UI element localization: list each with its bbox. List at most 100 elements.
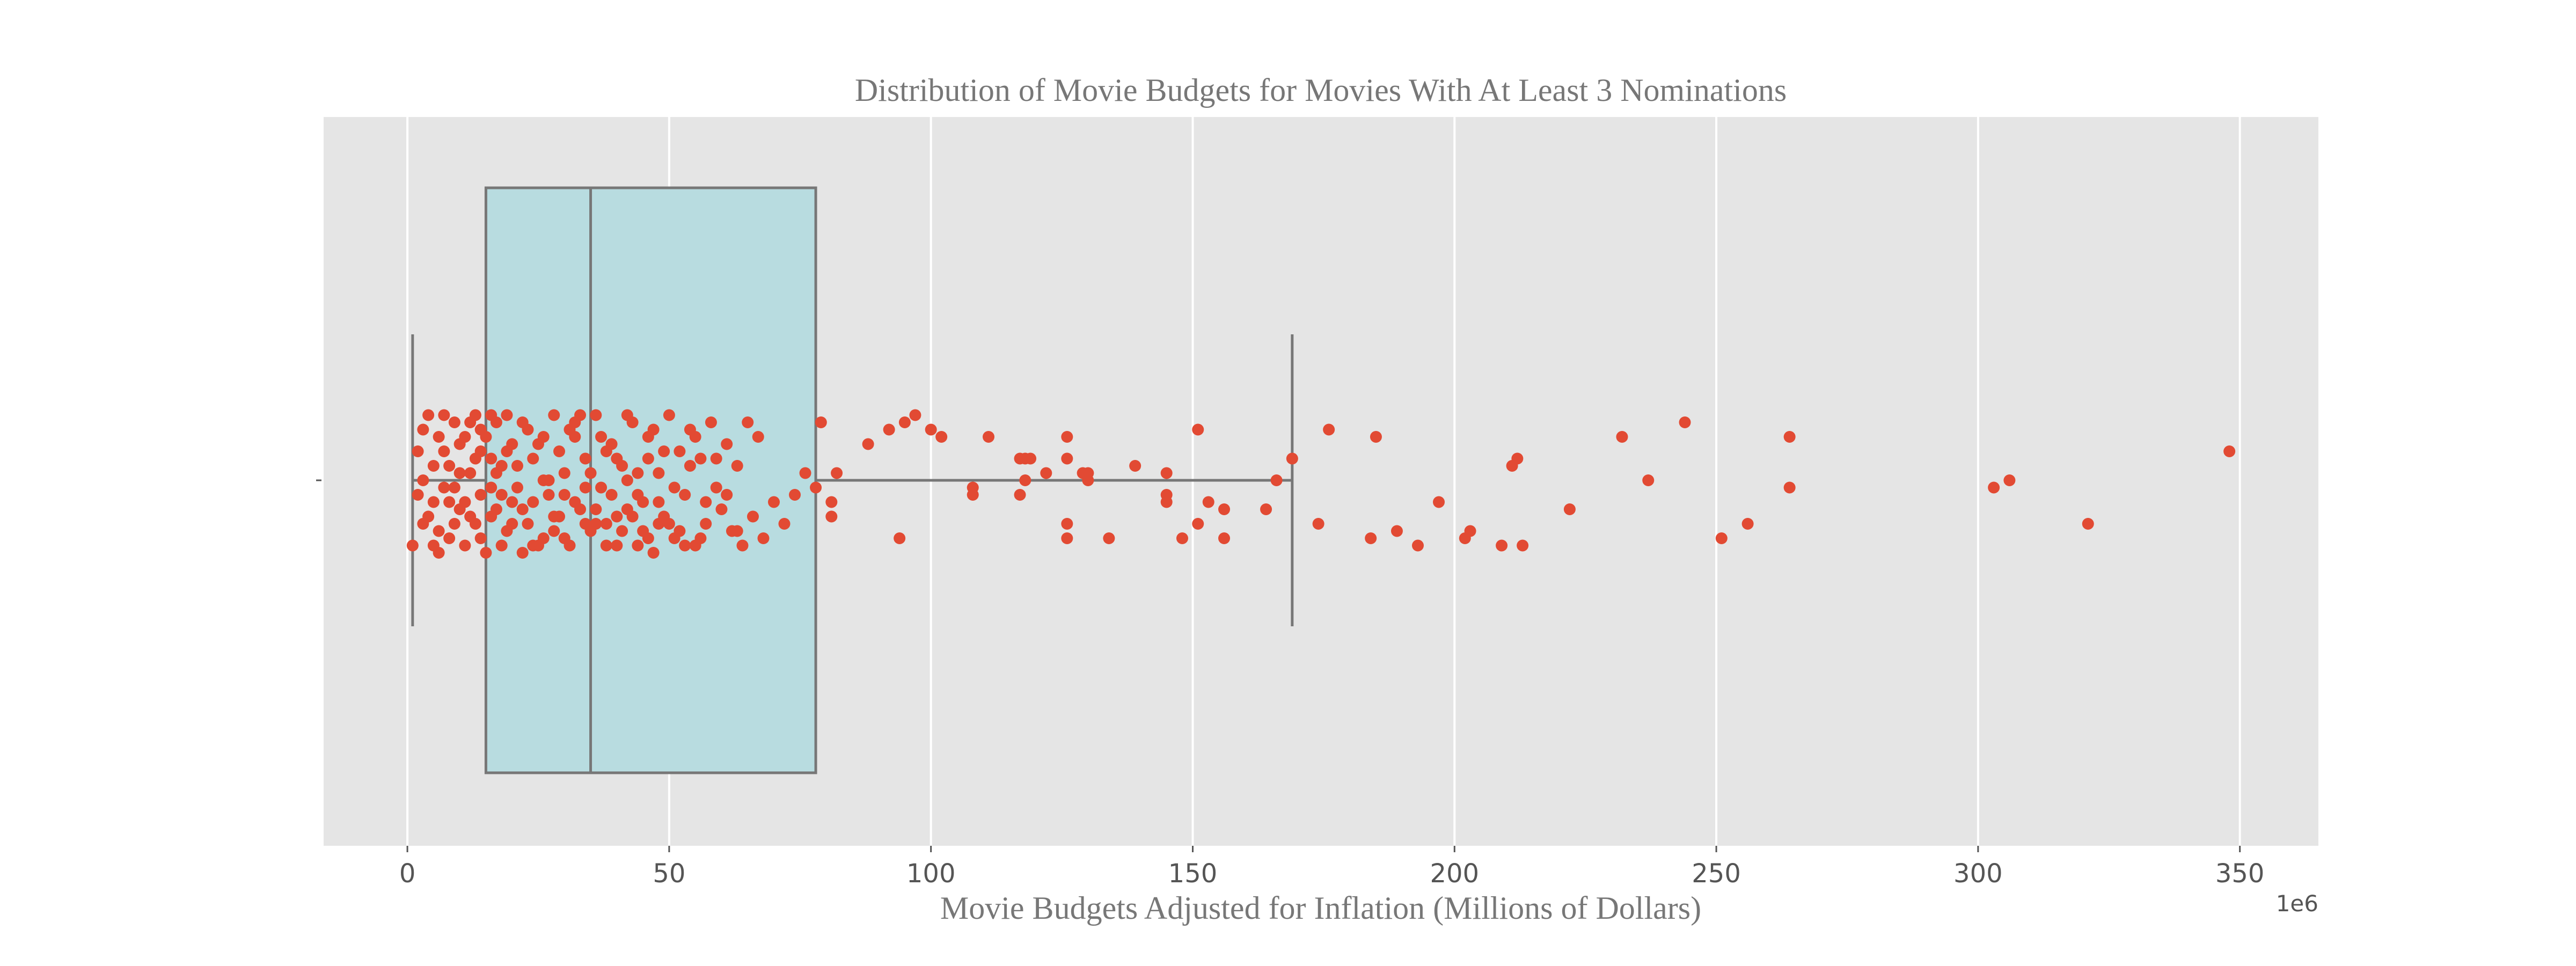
x-tick-label: 150 [1168, 859, 1218, 889]
data-point [412, 445, 424, 457]
chart-title: Distribution of Movie Budgets for Movies… [855, 72, 1787, 108]
data-point [522, 518, 534, 530]
data-point [1286, 452, 1298, 465]
data-point [537, 431, 550, 443]
data-point [1160, 467, 1173, 479]
data-point [721, 489, 733, 501]
data-point [474, 532, 487, 544]
data-point [894, 532, 906, 544]
data-point [700, 496, 712, 508]
data-point [1129, 460, 1141, 472]
data-point [417, 423, 429, 436]
data-point [1160, 489, 1173, 501]
x-axis-ticks: 0 50 100 150 200 250 300 350 [399, 846, 2264, 889]
data-point [527, 452, 539, 465]
x-tick-label: 250 [1692, 859, 1741, 889]
data-point [731, 525, 743, 537]
data-point [658, 445, 670, 457]
data-point [548, 525, 560, 537]
data-point [558, 467, 570, 479]
data-point [459, 431, 471, 443]
data-point [825, 510, 838, 523]
data-point [642, 532, 654, 544]
data-point [553, 445, 566, 457]
data-point [715, 503, 728, 515]
data-point [1019, 474, 1031, 486]
data-point [621, 474, 633, 486]
data-point [2223, 445, 2236, 457]
data-point [427, 460, 440, 472]
data-point [448, 481, 460, 494]
x-axis-label: Movie Budgets Adjusted for Inflation (Mi… [940, 890, 1701, 926]
data-point [616, 525, 628, 537]
axis-offset-label: 1e6 [2276, 890, 2318, 917]
data-point [590, 518, 602, 530]
data-point [443, 532, 456, 544]
data-point [909, 409, 921, 421]
data-point [898, 416, 911, 428]
data-point [579, 452, 591, 465]
data-point [501, 409, 513, 421]
data-point [584, 467, 597, 479]
data-point [1517, 539, 1529, 552]
data-point [427, 539, 440, 552]
data-point [537, 474, 550, 486]
data-point [1061, 532, 1073, 544]
data-point [548, 510, 560, 523]
data-point [611, 510, 623, 523]
data-point [453, 467, 466, 479]
data-point [543, 489, 555, 501]
data-point [1679, 416, 1691, 428]
data-point [595, 481, 608, 494]
data-point [595, 431, 608, 443]
data-point [1496, 539, 1508, 552]
data-point [516, 547, 529, 559]
data-point [600, 518, 612, 530]
x-tick-label: 200 [1430, 859, 1479, 889]
data-point [1616, 431, 1628, 443]
data-point [642, 452, 654, 465]
data-point [590, 503, 602, 515]
data-point [768, 496, 780, 508]
data-point [443, 460, 456, 472]
data-point [438, 481, 450, 494]
data-point [1715, 532, 1728, 544]
data-point [1365, 532, 1377, 544]
data-point [1061, 452, 1073, 465]
data-point [742, 416, 754, 428]
data-point [422, 409, 435, 421]
data-point [1391, 525, 1403, 537]
data-point [2082, 518, 2094, 530]
x-tick-label: 0 [399, 859, 416, 889]
data-point [1411, 539, 1424, 552]
data-point [799, 467, 811, 479]
data-point [721, 438, 733, 450]
data-point [632, 539, 644, 552]
data-point [558, 489, 570, 501]
data-point [679, 539, 691, 552]
data-point [485, 452, 497, 465]
data-point [1192, 423, 1204, 436]
data-point [731, 460, 743, 472]
data-point [710, 452, 722, 465]
data-point [700, 518, 712, 530]
data-point [778, 518, 791, 530]
data-point [611, 452, 623, 465]
data-point [406, 539, 419, 552]
data-point [459, 496, 471, 508]
data-point [1323, 423, 1335, 436]
data-point [689, 431, 701, 443]
data-point [1783, 481, 1796, 494]
data-point [647, 547, 660, 559]
data-point [1783, 431, 1796, 443]
data-point [448, 518, 460, 530]
data-point [637, 496, 649, 508]
data-point [501, 525, 513, 537]
data-point [663, 518, 675, 530]
data-point [516, 416, 529, 428]
data-point [621, 409, 633, 421]
data-point [757, 532, 770, 544]
data-point [490, 503, 502, 515]
data-point [1040, 467, 1052, 479]
